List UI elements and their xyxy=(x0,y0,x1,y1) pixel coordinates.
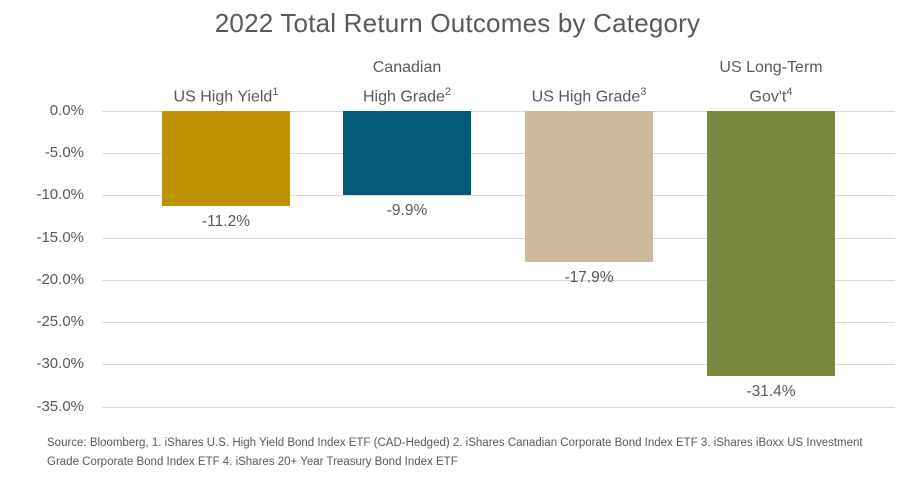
category-label-line: US Long-Term xyxy=(719,59,823,76)
category-label: Canadian High Grade2 xyxy=(307,56,507,109)
source-note-line-1: Source: Bloomberg, 1. iShares U.S. High … xyxy=(47,437,863,449)
category-label: US High Yield1 xyxy=(126,80,326,109)
category-label-line: High Grade2 xyxy=(362,86,451,106)
category-label-line: Gov't4 xyxy=(749,86,793,106)
category-label-line: Canadian xyxy=(372,59,442,76)
bar xyxy=(525,111,653,262)
gridline xyxy=(102,407,895,408)
gridline xyxy=(102,238,895,239)
y-axis-tick-label: 0.0% xyxy=(49,102,84,119)
y-axis-tick-label: -15.0% xyxy=(36,229,84,246)
category-label: US Long-Term Gov't4 xyxy=(671,56,871,109)
gridline xyxy=(102,280,895,281)
y-axis-tick-label: -5.0% xyxy=(44,144,84,161)
gridline xyxy=(102,364,895,365)
y-axis-tick-label: -20.0% xyxy=(36,271,84,288)
source-note-line-2: Grade Corporate Bond Index ETF 4. iShare… xyxy=(47,456,458,468)
y-axis-tick-label: -10.0% xyxy=(36,186,84,203)
gridline xyxy=(102,322,895,323)
bar xyxy=(707,111,835,376)
y-axis-tick-label: -35.0% xyxy=(36,398,84,415)
bar-value-label: -9.9% xyxy=(386,202,428,219)
bar-value-label: -31.4% xyxy=(746,383,796,400)
gridline xyxy=(102,153,895,154)
category-label-line: US High Grade3 xyxy=(531,86,647,106)
bar-value-label: -17.9% xyxy=(564,269,614,286)
category-label: US High Grade3 xyxy=(489,80,689,109)
bar xyxy=(343,111,471,195)
gridline xyxy=(102,111,895,112)
source-note: Source: Bloomberg, 1. iShares U.S. High … xyxy=(47,434,863,472)
y-axis-tick-label: -25.0% xyxy=(36,313,84,330)
y-axis-tick-label: -30.0% xyxy=(36,355,84,372)
chart-title: 2022 Total Return Outcomes by Category xyxy=(214,8,701,38)
category-label-line: US High Yield1 xyxy=(173,86,279,106)
bar xyxy=(162,111,290,206)
gridline xyxy=(102,195,895,196)
bar-value-label: -11.2% xyxy=(202,213,250,230)
